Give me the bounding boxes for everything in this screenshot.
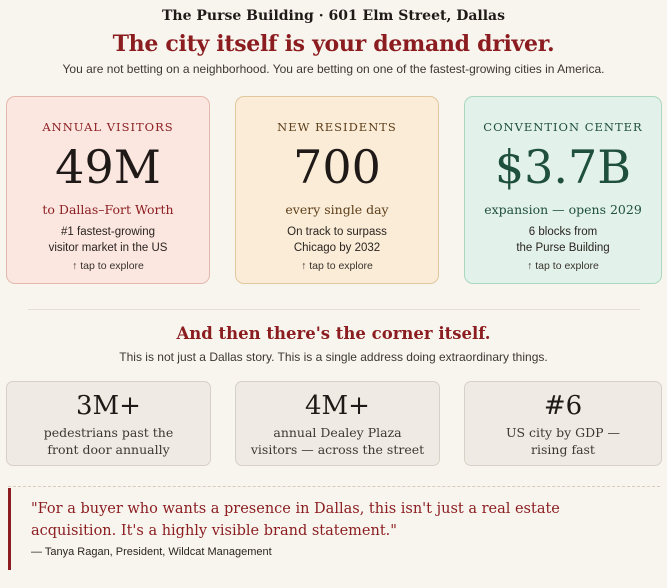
quote-text: "For a buyer who wants a presence in Dal… xyxy=(31,498,660,542)
card-detail-line: #1 fastest-growing xyxy=(61,226,155,238)
stat-line: rising fast xyxy=(531,442,595,457)
stat-text: US city by GDP — rising fast xyxy=(465,424,661,458)
card-detail: 6 blocks from the Purse Building xyxy=(465,224,661,256)
quote-divider xyxy=(8,486,660,487)
card-convention-center[interactable]: CONVENTION CENTER $3.7B expansion — open… xyxy=(464,96,662,284)
card-new-residents[interactable]: NEW RESIDENTS 700 every single day On tr… xyxy=(235,96,439,284)
card-value: $3.7B xyxy=(494,140,632,194)
quote-attribution: — Tanya Ragan, President, Wildcat Manage… xyxy=(31,546,272,558)
page-header: The Purse Building · 601 Elm Street, Dal… xyxy=(0,0,667,78)
stat-text: annual Dealey Plaza visitors — across th… xyxy=(236,424,439,458)
stat-line: visitors — across the street xyxy=(250,442,425,457)
stat-line: front door annually xyxy=(47,442,170,457)
card-detail-line: visitor market in the US xyxy=(48,242,168,254)
property-eyebrow: The Purse Building · 601 Elm Street, Dal… xyxy=(161,8,506,24)
corner-section-header: And then there's the corner itself. This… xyxy=(0,322,667,366)
corner-stats: 3M+ pedestrians past the front door annu… xyxy=(6,381,662,467)
card-value: 49M xyxy=(55,140,161,194)
stat-value: 3M+ xyxy=(76,391,141,421)
card-caption: to Dallas–Fort Worth xyxy=(42,202,174,217)
card-label: NEW RESIDENTS xyxy=(277,120,397,134)
card-annual-visitors[interactable]: ANNUAL VISITORS 49M to Dallas–Fort Worth… xyxy=(6,96,210,284)
card-label: CONVENTION CENTER xyxy=(483,120,643,134)
card-label: ANNUAL VISITORS xyxy=(42,120,174,134)
stat-line: US city by GDP — xyxy=(505,425,621,440)
stat-gdp-rank: #6 US city by GDP — rising fast xyxy=(464,381,662,466)
stat-value: #6 xyxy=(543,391,583,421)
stat-line: annual Dealey Plaza xyxy=(273,425,402,440)
card-value: 700 xyxy=(293,140,381,194)
testimonial-quote: "For a buyer who wants a presence in Dal… xyxy=(8,488,660,570)
tap-to-explore-link[interactable]: ↑ tap to explore xyxy=(301,260,373,272)
quote-line: acquisition. It's a highly visible brand… xyxy=(31,523,397,539)
card-caption: expansion — opens 2029 xyxy=(484,202,642,217)
stat-value: 4M+ xyxy=(305,391,370,421)
card-detail-line: 6 blocks from xyxy=(528,226,598,238)
section-subtitle: This is not just a Dallas story. This is… xyxy=(119,350,548,364)
card-detail-line: the Purse Building xyxy=(516,242,610,254)
stat-dealey-plaza: 4M+ annual Dealey Plaza visitors — acros… xyxy=(235,381,440,466)
page-title: The city itself is your demand driver. xyxy=(112,31,555,57)
card-caption: every single day xyxy=(285,202,389,217)
section-title: And then there's the corner itself. xyxy=(176,324,491,343)
quote-line: "For a buyer who wants a presence in Dal… xyxy=(31,501,560,517)
card-detail-line: On track to surpass xyxy=(287,226,387,238)
stat-line: pedestrians past the xyxy=(43,425,174,440)
demand-driver-cards: ANNUAL VISITORS 49M to Dallas–Fort Worth… xyxy=(6,96,662,286)
card-detail-line: Chicago by 2032 xyxy=(293,242,381,254)
tap-to-explore-link[interactable]: ↑ tap to explore xyxy=(72,260,144,272)
stat-text: pedestrians past the front door annually xyxy=(7,424,210,458)
stat-pedestrians: 3M+ pedestrians past the front door annu… xyxy=(6,381,211,466)
card-detail: #1 fastest-growing visitor market in the… xyxy=(7,224,209,256)
tap-to-explore-link[interactable]: ↑ tap to explore xyxy=(527,260,599,272)
section-divider xyxy=(28,309,640,310)
card-detail: On track to surpass Chicago by 2032 xyxy=(236,224,438,256)
page-subtitle: You are not betting on a neighborhood. Y… xyxy=(62,62,605,76)
